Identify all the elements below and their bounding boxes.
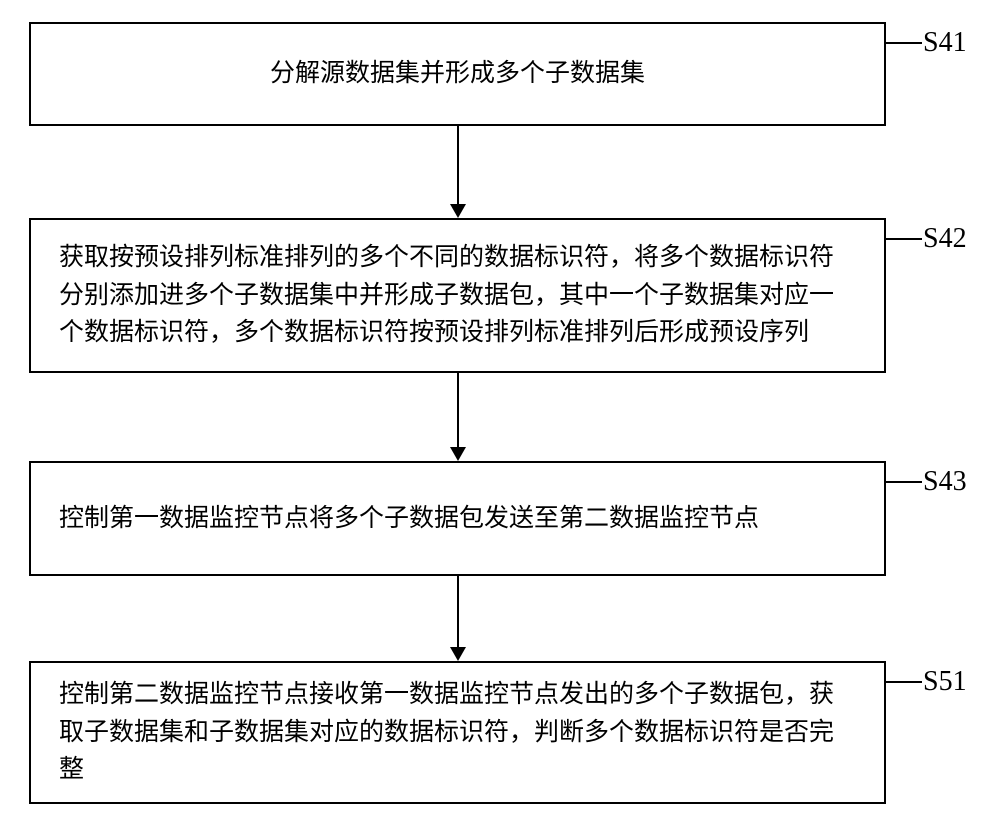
flow-edge [457, 373, 459, 447]
flow-node-s43: 控制第一数据监控节点将多个子数据包发送至第二数据监控节点 [29, 461, 886, 576]
flow-node-s41: 分解源数据集并形成多个子数据集 [29, 22, 886, 126]
flow-node-s51: 控制第二数据监控节点接收第一数据监控节点发出的多个子数据包，获取子数据集和子数据… [29, 661, 886, 804]
flow-edge [457, 576, 459, 647]
flow-node-text: 控制第二数据监控节点接收第一数据监控节点发出的多个子数据包，获取子数据集和子数据… [31, 676, 884, 789]
flow-label-s42: S42 [923, 223, 967, 255]
flow-label-s43: S43 [923, 466, 967, 498]
label-connector [886, 238, 922, 240]
arrowhead-icon [450, 447, 466, 461]
arrowhead-icon [450, 204, 466, 218]
label-connector [886, 42, 922, 44]
flow-node-s42: 获取按预设排列标准排列的多个不同的数据标识符，将多个数据标识符分别添加进多个子数… [29, 218, 886, 373]
flowchart-canvas: 分解源数据集并形成多个子数据集 S41 获取按预设排列标准排列的多个不同的数据标… [0, 0, 1000, 813]
arrowhead-icon [450, 647, 466, 661]
label-connector [886, 681, 922, 683]
flow-label-s41: S41 [923, 27, 967, 59]
flow-node-text: 分解源数据集并形成多个子数据集 [31, 55, 884, 93]
flow-node-text: 控制第一数据监控节点将多个子数据包发送至第二数据监控节点 [31, 500, 884, 538]
flow-label-s51: S51 [923, 666, 967, 698]
label-connector [886, 481, 922, 483]
flow-node-text: 获取按预设排列标准排列的多个不同的数据标识符，将多个数据标识符分别添加进多个子数… [31, 239, 884, 352]
flow-edge [457, 126, 459, 204]
